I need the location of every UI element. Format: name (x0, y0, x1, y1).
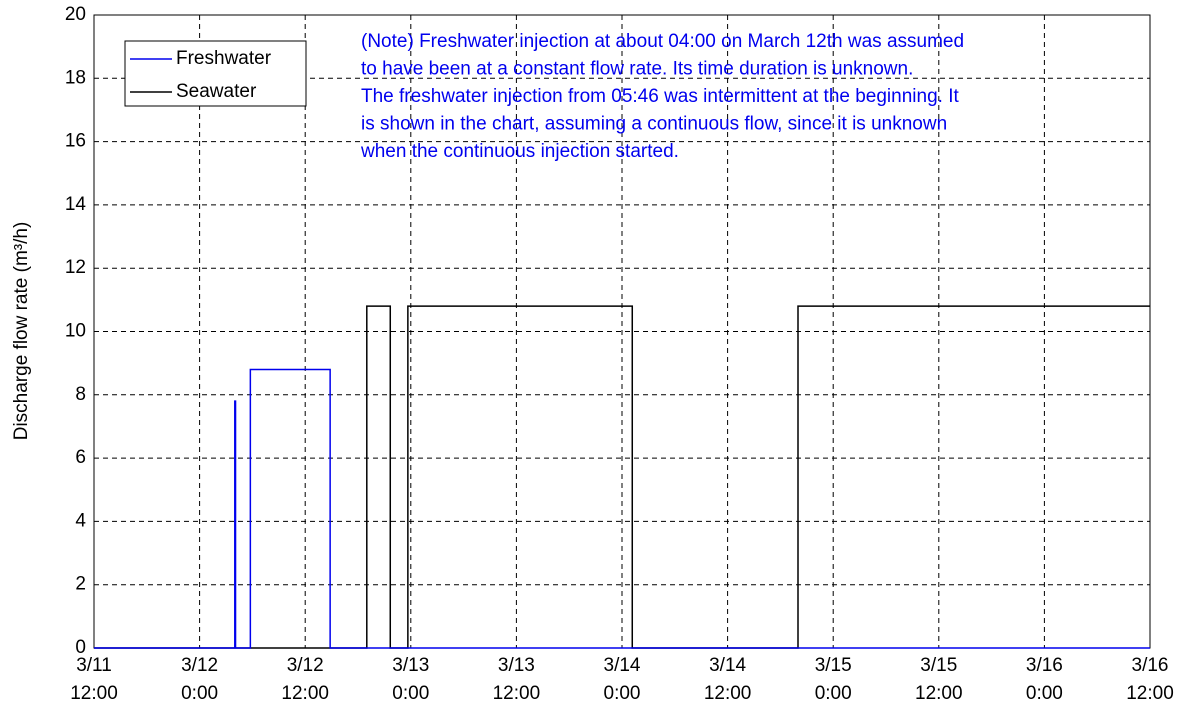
y-tick-label: 8 (75, 384, 86, 405)
annotation: to have been at a constant flow rate. It… (361, 59, 913, 80)
x-tick-label: 3/16 0:00 (1025, 655, 1063, 704)
y-tick-label: 12 (65, 257, 86, 278)
y-tick-label: 14 (65, 194, 87, 215)
annotation: when the continuous injection started. (360, 141, 679, 162)
y-tick-label: 16 (65, 131, 86, 152)
x-tick-label: 3/15 0:00 (814, 655, 852, 704)
x-tick-label: 3/16 12:00 (1126, 655, 1174, 704)
x-tick-label: 3/14 0:00 (603, 655, 641, 704)
annotation: is shown in the chart, assuming a contin… (361, 114, 947, 135)
y-tick-label: 4 (75, 510, 86, 531)
legend-label: Seawater (176, 81, 257, 102)
y-tick-label: 2 (75, 574, 86, 595)
x-tick-label: 3/14 12:00 (703, 655, 752, 704)
legend-label: Freshwater (176, 48, 272, 69)
y-tick-label: 20 (65, 4, 86, 25)
series-line (94, 368, 1150, 649)
x-tick-label: 3/15 12:00 (915, 655, 963, 704)
x-tick-label: 3/13 12:00 (492, 655, 541, 704)
x-tick-label: 3/12 0:00 (181, 655, 219, 704)
series-line (94, 305, 1150, 649)
y-tick-label: 0 (75, 637, 86, 658)
legend-box (124, 40, 307, 107)
x-tick-label: 3/11 12:00 (70, 655, 118, 704)
x-tick-label: 3/13 0:00 (392, 655, 430, 704)
annotation: (Note) Freshwater injection at about 04:… (361, 31, 964, 52)
y-axis-label: Discharge flow rate (m³/h) (11, 222, 32, 441)
y-tick-label: 10 (65, 321, 86, 342)
y-tick-label: 6 (75, 447, 86, 468)
x-tick-label: 3/12 12:00 (281, 655, 329, 704)
annotation: The freshwater injection from 05:46 was … (361, 86, 959, 107)
y-tick-label: 18 (65, 67, 86, 88)
